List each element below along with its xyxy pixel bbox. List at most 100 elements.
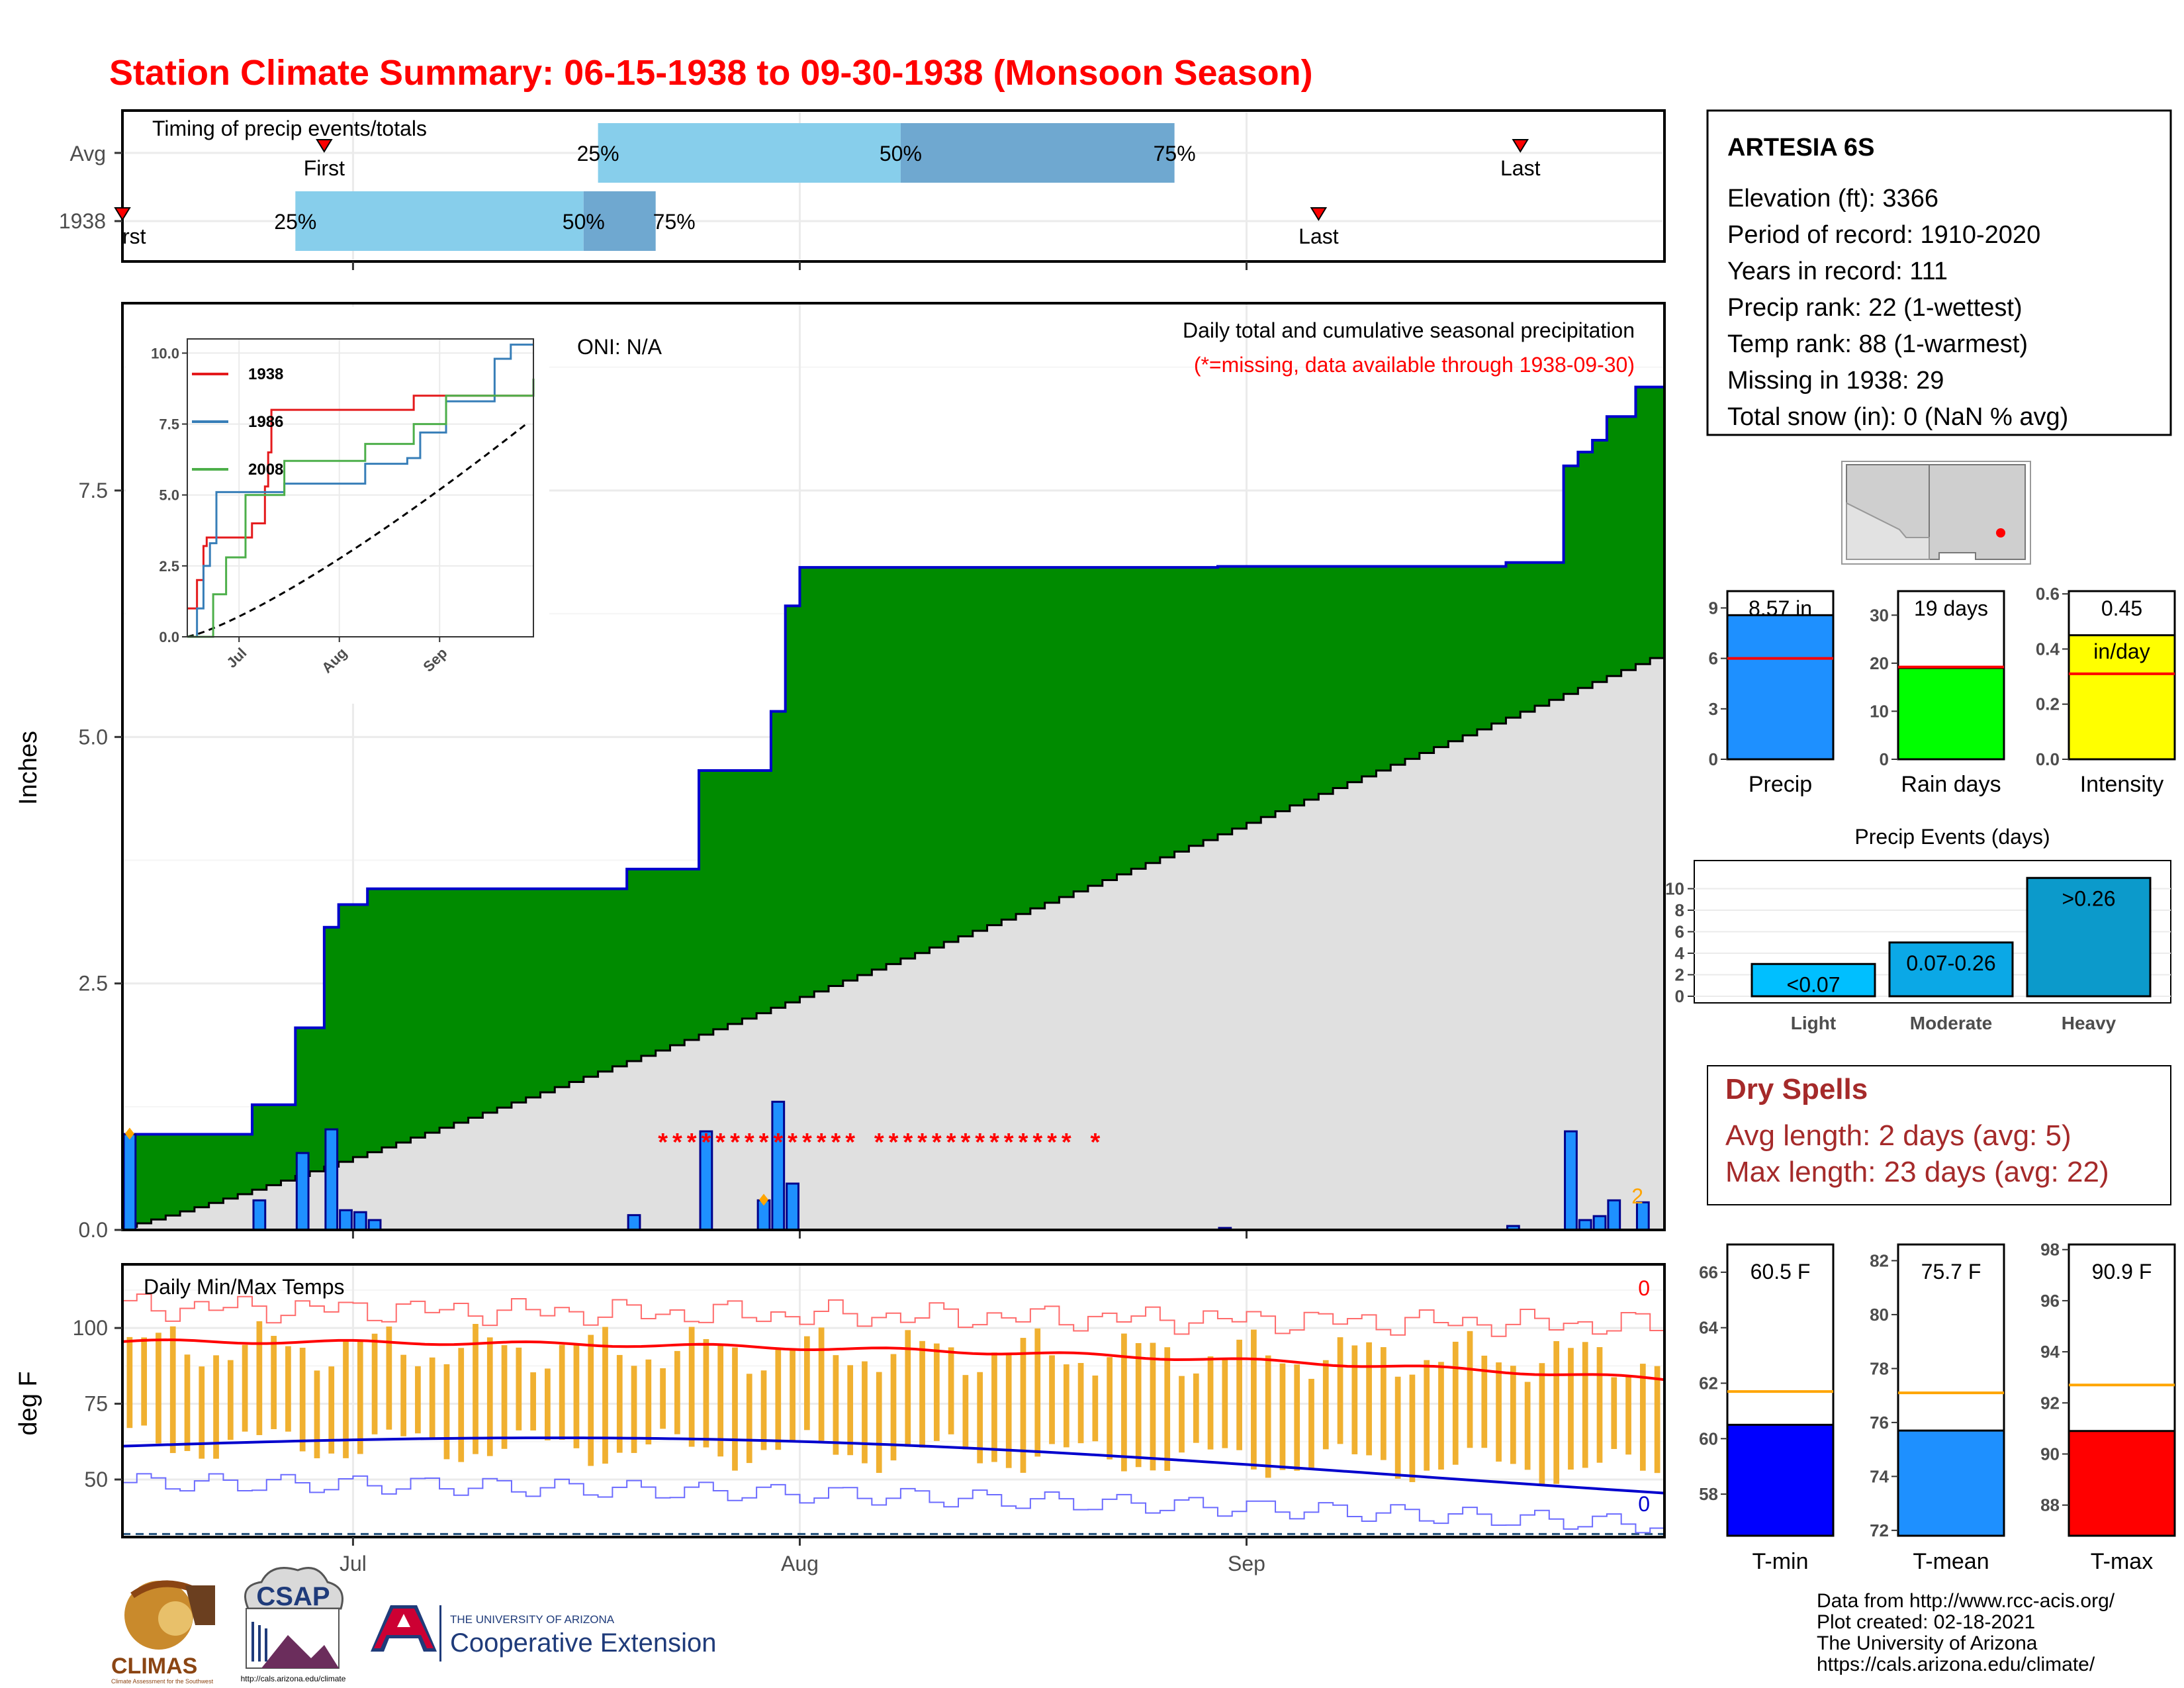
daily-precip-bar xyxy=(1607,1199,1621,1231)
daily-temp-range-bar xyxy=(1524,1382,1531,1470)
temp-summary-ytick-label: 88 xyxy=(2040,1495,2060,1515)
precip-ylabel: Inches xyxy=(15,731,42,805)
temp-panel-title: Daily Min/Max Temps xyxy=(144,1275,344,1299)
daily-temp-range-bar xyxy=(285,1346,291,1432)
daily-temp-range-bar xyxy=(746,1374,752,1464)
daily-temp-range-bar xyxy=(1366,1342,1372,1456)
missing-data-marker: * xyxy=(1090,1129,1100,1156)
precip-missing-note: (*=missing, data available through 1938-… xyxy=(1194,353,1635,377)
precip-ytick-label: 2.5 xyxy=(79,972,108,996)
daily-temp-range-bar xyxy=(458,1348,465,1462)
daily-temp-range-bar xyxy=(1539,1363,1545,1486)
missing-data-marker: * xyxy=(1032,1129,1042,1156)
events-ytick-label: 10 xyxy=(1665,879,1684,899)
daily-temp-range-bar xyxy=(443,1364,450,1460)
missing-data-marker: * xyxy=(715,1129,725,1156)
missing-data-marker: * xyxy=(975,1129,985,1156)
daily-temp-range-bar xyxy=(803,1336,810,1430)
temp-summary-ytick-label: 82 xyxy=(1870,1250,1889,1270)
daily-temp-range-bar xyxy=(530,1372,536,1430)
daily-temp-range-bar xyxy=(1394,1376,1401,1479)
temp-min-count: 0 xyxy=(1638,1492,1650,1516)
missing-data-marker: * xyxy=(946,1129,956,1156)
daily-temp-range-bar xyxy=(962,1375,969,1450)
x-tick-label: Jul xyxy=(340,1552,367,1575)
daily-temp-range-bar xyxy=(1611,1377,1617,1449)
timing-avg-q50-label: 50% xyxy=(880,142,922,165)
daily-temp-range-bar xyxy=(386,1326,392,1430)
daily-temp-range-bar xyxy=(1092,1375,1099,1442)
daily-temp-range-bar xyxy=(588,1335,594,1466)
daily-temp-range-bar xyxy=(1034,1328,1041,1457)
timing-1938-q50-q75-bar xyxy=(583,191,656,251)
summary-ytick-label: 0.4 xyxy=(2036,639,2060,659)
daily-temp-range-bar xyxy=(1135,1343,1142,1468)
record-max-line xyxy=(122,1293,1664,1337)
station-location-marker xyxy=(1996,528,2005,538)
daily-temp-range-bar xyxy=(573,1345,580,1448)
timing-avg-q25-label: 25% xyxy=(577,142,619,165)
climas-logo: CLIMAS Climate Assessment for the Southw… xyxy=(111,1580,215,1685)
temp-summary-category-0: T-min xyxy=(1752,1549,1809,1574)
daily-temp-range-bar xyxy=(199,1366,205,1459)
daily-temp-range-bar xyxy=(156,1333,161,1444)
daily-temp-range-bar xyxy=(126,1336,133,1429)
summary-ytick-label: 6 xyxy=(1709,649,1718,669)
daily-precip-bar xyxy=(252,1199,267,1231)
inset-ytick-label: 2.5 xyxy=(159,558,179,575)
station-info-box: ARTESIA 6S Elevation (ft): 3366 Period o… xyxy=(1706,109,2172,436)
daily-temp-range-bar xyxy=(1496,1362,1502,1462)
daily-temp-range-bar xyxy=(1481,1355,1488,1448)
daily-temp-range-bar xyxy=(674,1350,680,1434)
daily-temp-range-bar xyxy=(1424,1360,1430,1471)
daily-temp-range-bar xyxy=(1294,1364,1300,1471)
daily-precip-bar xyxy=(353,1211,367,1231)
summary-bar-Rain days xyxy=(1897,667,2005,761)
temp-summary-ytick-label: 94 xyxy=(2040,1342,2060,1362)
missing-data-marker: * xyxy=(845,1129,855,1156)
credit-university: The University of Arizona xyxy=(1817,1632,2038,1654)
timing-1938-last-marker xyxy=(1310,207,1328,221)
temp-summary-ytick-label: 96 xyxy=(2040,1291,2060,1311)
missing-data-marker: * xyxy=(687,1129,697,1156)
station-missing: Missing in 1938: 29 xyxy=(1727,367,1944,395)
daily-temp-range-bar xyxy=(299,1347,306,1452)
summary-category-2: Intensity xyxy=(2080,772,2164,797)
daily-temp-range-bar xyxy=(1568,1348,1574,1470)
daily-temp-range-bar xyxy=(1438,1362,1444,1470)
daily-temp-range-bar xyxy=(184,1354,191,1452)
temp-summary-ytick-label: 58 xyxy=(1699,1484,1718,1504)
events-bar-Light xyxy=(1751,962,1876,998)
inset-ytick-label: 5.0 xyxy=(159,487,179,504)
summary-ytick-label: 0 xyxy=(1880,749,1889,769)
credit-plot-date: Plot created: 02-18-2021 xyxy=(1817,1611,2035,1633)
timing-title: Timing of precip events/totals xyxy=(152,117,427,140)
missing-data-marker: * xyxy=(903,1129,913,1156)
events-category-1: Moderate xyxy=(1910,1013,1992,1033)
daily-temp-range-bar xyxy=(357,1341,363,1454)
daily-temp-range-bar xyxy=(1452,1341,1459,1465)
timing-avg-first-label: First xyxy=(304,156,345,180)
daily-temp-range-bar xyxy=(1467,1331,1473,1448)
daily-temp-range-bar xyxy=(1049,1355,1055,1444)
missing-data-marker: * xyxy=(932,1129,942,1156)
daily-temp-range-bar xyxy=(314,1370,320,1458)
events-category-0: Light xyxy=(1791,1013,1836,1033)
daily-temp-range-bar xyxy=(1222,1358,1228,1448)
daily-temp-range-bar xyxy=(977,1372,983,1464)
summary-bar-Precip xyxy=(1726,614,1835,761)
daily-temp-range-bar xyxy=(1265,1355,1271,1478)
precip-panel: * * * * * * * * * * * * * * * * * * * * * * * * * * * * * Daily tota… xyxy=(15,302,1666,1242)
timing-avg-q50-q75-bar xyxy=(900,123,1175,183)
temp-max-count: 0 xyxy=(1638,1276,1650,1300)
daily-temp-range-bar xyxy=(616,1354,623,1453)
daily-temp-range-bar xyxy=(1150,1342,1156,1471)
dry-spells-box: Dry Spells Avg length: 2 days (avg: 5) M… xyxy=(1707,1065,2171,1205)
missing-data-marker: * xyxy=(960,1129,970,1156)
daily-temp-range-bar xyxy=(948,1347,954,1434)
daily-temp-range-bar xyxy=(1193,1373,1199,1443)
summary-bar-Intensity xyxy=(2068,634,2176,761)
locator-map xyxy=(1841,461,2031,565)
